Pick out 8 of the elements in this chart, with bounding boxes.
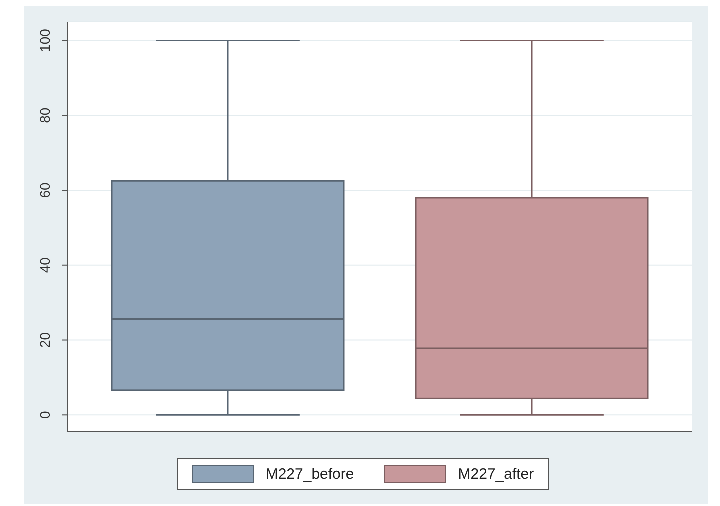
y-tick-label: 0 — [37, 411, 53, 420]
y-tick-label: 40 — [37, 257, 53, 274]
y-tick-label: 80 — [37, 108, 53, 124]
legend-label: M227_after — [458, 466, 534, 482]
y-tick-label: 100 — [37, 28, 53, 52]
legend-label: M227_before — [266, 466, 354, 482]
y-tick-label: 20 — [37, 332, 53, 348]
y-tick-label: 60 — [37, 182, 53, 198]
